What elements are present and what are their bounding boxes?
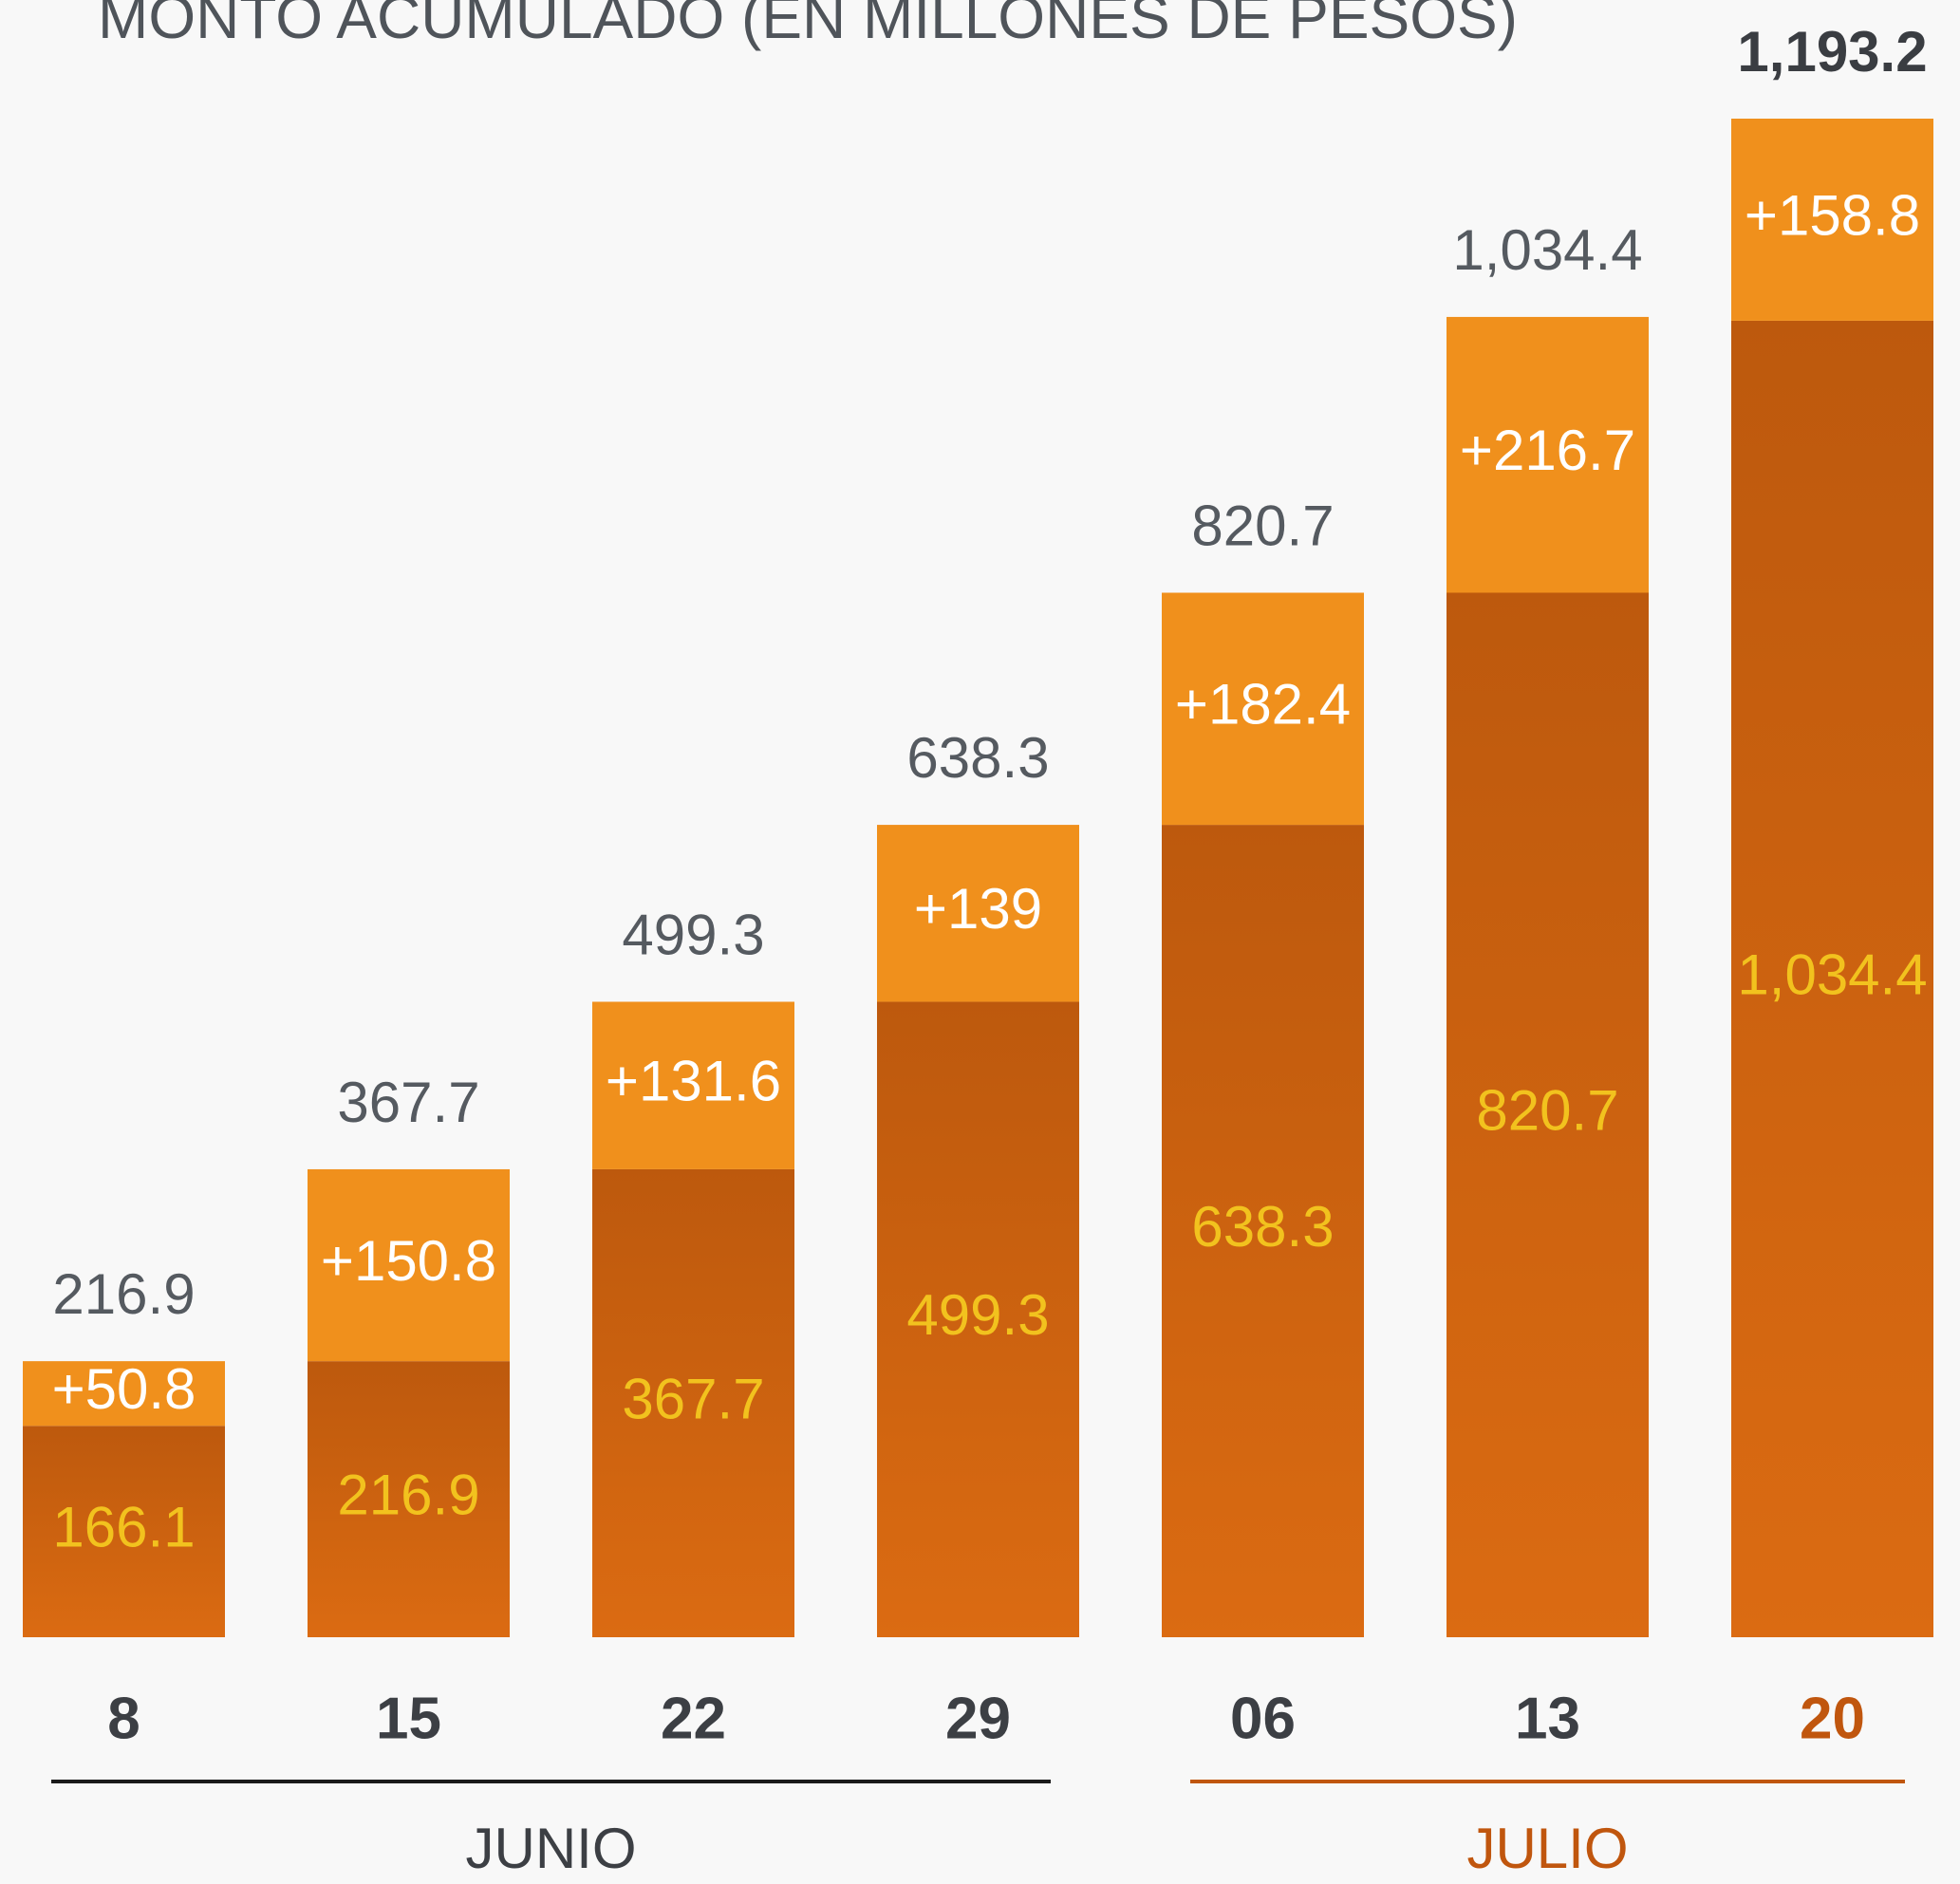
x-tick-label: 22 (661, 1686, 726, 1751)
bar-segment (23, 1361, 225, 1427)
group-label: JUNIO (466, 1817, 637, 1880)
value-label: +158.8 (1745, 183, 1920, 247)
x-tick-label: 15 (376, 1686, 441, 1751)
bar-segment (23, 1426, 225, 1637)
bar-segment (1731, 320, 1933, 1638)
chart-title: MONTO ACUMULADO (EN MILLONES DE PESOS) (98, 0, 1518, 51)
value-label: 367.7 (622, 1367, 764, 1430)
value-label: 1,034.4 (1737, 942, 1927, 1006)
total-label: 638.3 (906, 726, 1049, 790)
total-label: 216.9 (52, 1262, 195, 1326)
bar-segment (1731, 119, 1933, 321)
x-tick-label: 20 (1800, 1686, 1865, 1751)
value-label: +150.8 (321, 1229, 496, 1293)
x-tick-label: 06 (1230, 1686, 1296, 1751)
bar-segment (1162, 825, 1364, 1637)
bar-segment (877, 1001, 1079, 1637)
value-label: 638.3 (1191, 1195, 1334, 1259)
bar-segment (592, 1001, 794, 1169)
value-label: 499.3 (906, 1283, 1049, 1347)
bar-segment (877, 825, 1079, 1002)
value-label: 216.9 (337, 1463, 479, 1526)
value-label: 166.1 (52, 1495, 195, 1558)
x-tick-label: 29 (945, 1686, 1011, 1751)
value-label: +131.6 (606, 1050, 781, 1113)
bar-segment (1447, 316, 1649, 593)
bar-segment (308, 1361, 510, 1637)
value-label: +182.4 (1175, 673, 1351, 737)
x-tick-label: 13 (1515, 1686, 1580, 1751)
total-label: 1,034.4 (1452, 218, 1642, 282)
bar-segment (308, 1168, 510, 1362)
value-label: +50.8 (52, 1357, 196, 1421)
total-label: 1,193.2 (1737, 20, 1927, 84)
total-label: 820.7 (1191, 494, 1334, 557)
value-label: +216.7 (1460, 419, 1635, 482)
value-label: +139 (914, 877, 1042, 941)
total-label: 499.3 (622, 903, 764, 966)
bar-segment (1162, 592, 1364, 826)
total-label: 367.7 (337, 1071, 479, 1134)
value-label: 820.7 (1476, 1079, 1618, 1143)
bar-segment (592, 1168, 794, 1637)
x-tick-label: 8 (107, 1686, 140, 1751)
group-label: JULIO (1466, 1817, 1628, 1880)
bar-segment (1447, 592, 1649, 1638)
